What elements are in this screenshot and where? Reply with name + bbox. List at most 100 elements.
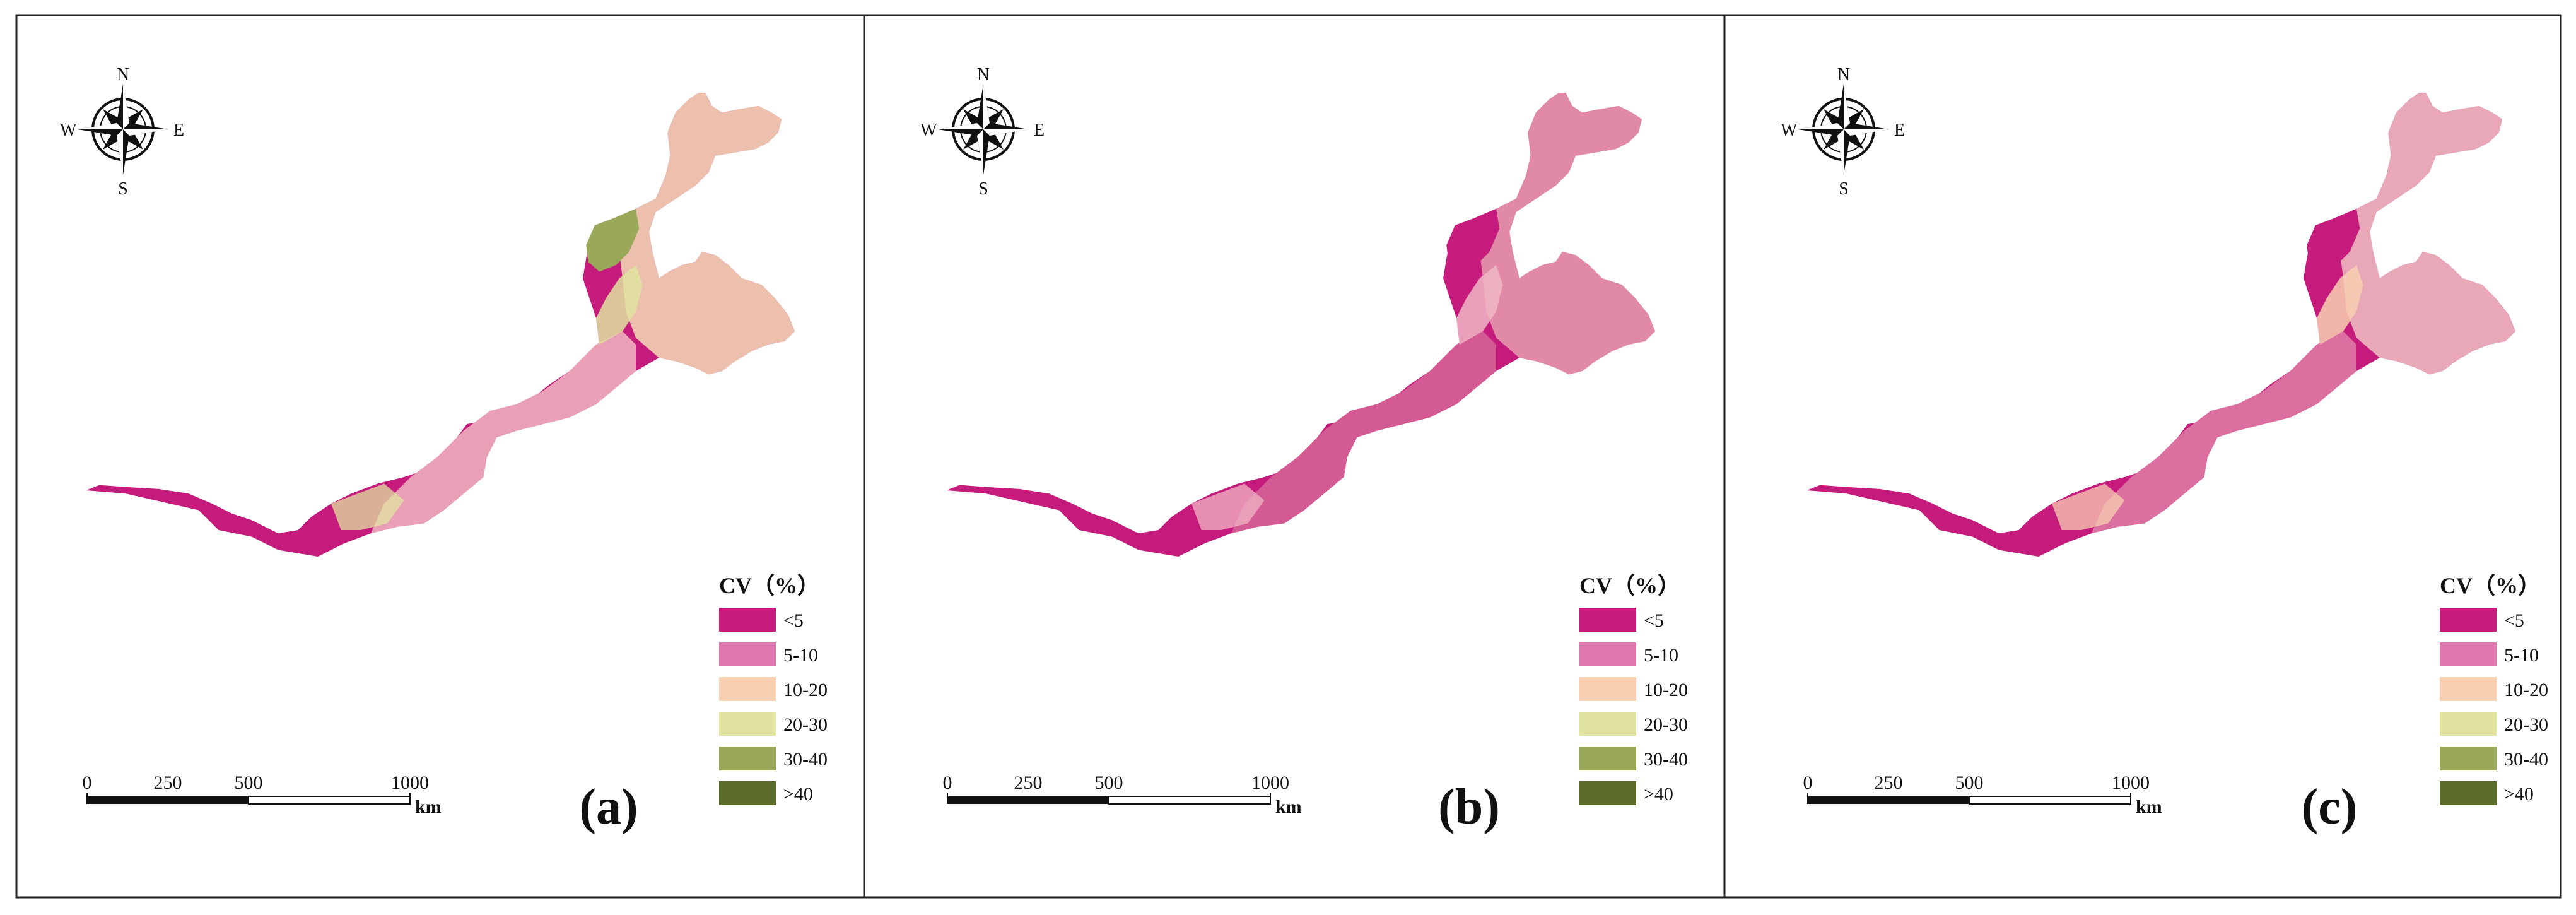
legend-item: 20-30	[719, 712, 828, 736]
compass-w: W	[1781, 121, 1798, 140]
compass-s: S	[978, 179, 988, 199]
legend-swatch	[719, 608, 776, 632]
legend-label: <5	[783, 610, 804, 631]
scale-segment-solid	[87, 796, 249, 804]
legend-item: 10-20	[719, 677, 828, 701]
region-south-band	[2052, 483, 2125, 530]
compass-star-highlight	[78, 123, 123, 129]
compass-n: N	[117, 65, 129, 85]
scale-bar: 0 250 500 1000 km	[83, 772, 442, 817]
legend-item: 5-10	[719, 642, 818, 666]
panel-label: (c)	[2302, 779, 2358, 835]
compass-star-highlight	[977, 129, 983, 175]
scale-unit: km	[2136, 796, 2162, 817]
region-map	[86, 93, 795, 557]
region-map	[1806, 93, 2515, 557]
region-northwest-patch	[586, 208, 640, 272]
compass-w: W	[60, 121, 77, 140]
region-transition-band	[1456, 264, 1503, 345]
map-panel-b: N S E W CV（%） <5 5-10 10-20 20-30	[920, 65, 1688, 835]
scale-unit: km	[415, 796, 442, 817]
north-arrow: N S E W	[1781, 65, 1905, 199]
compass-e: E	[1034, 121, 1045, 140]
region-northwest-patch	[1446, 208, 1500, 272]
compass-star-highlight	[1837, 129, 1844, 175]
legend-swatch	[2440, 781, 2497, 805]
compass-e: E	[1894, 121, 1905, 140]
region-transition-band	[595, 264, 643, 345]
panel-label: (b)	[1438, 779, 1500, 835]
legend-swatch	[2440, 608, 2497, 632]
legend-label: >40	[783, 784, 813, 805]
legend-swatch	[2440, 677, 2497, 701]
legend-swatch	[1579, 712, 1636, 736]
legend-swatch	[1579, 642, 1636, 666]
legend-item: <5	[719, 608, 804, 632]
legend-label: 20-30	[2504, 714, 2548, 735]
compass-star-highlight	[1798, 123, 1844, 129]
scale-tick-label: 250	[1014, 772, 1043, 793]
map-panel-c: N S E W CV（%） <5 5-10 10-20 20-30	[1781, 65, 2548, 835]
scale-segment-open	[1108, 796, 1271, 805]
legend-swatch	[1579, 747, 1636, 770]
region-middle-zone	[1231, 331, 1496, 534]
scale-segment-solid	[1808, 796, 1969, 804]
compass-n: N	[1837, 65, 1850, 85]
north-arrow: N S E W	[920, 65, 1045, 199]
legend-item: <5	[2440, 608, 2524, 632]
legend-swatch	[719, 781, 776, 805]
legend-label: >40	[2504, 784, 2534, 805]
legend-item: >40	[1579, 781, 1673, 805]
compass-star-highlight	[123, 129, 168, 136]
scale-segment-open	[1969, 796, 2131, 805]
scale-tick-label: 0	[83, 772, 92, 793]
compass-n: N	[977, 65, 990, 85]
region-south-band	[331, 483, 404, 530]
scale-segment-solid	[947, 796, 1109, 804]
legend-label: 10-20	[783, 680, 828, 700]
region-map	[946, 93, 1655, 557]
legend-swatch	[719, 642, 776, 666]
legend-label: >40	[1644, 784, 1673, 805]
scale-tick-label: 0	[943, 772, 952, 793]
legend-item: 5-10	[1579, 642, 1678, 666]
region-transition-band	[2317, 264, 2363, 345]
legend: CV（%） <5 5-10 10-20 20-30 30-40	[1579, 573, 1688, 805]
legend-swatch	[1579, 677, 1636, 701]
legend: CV（%） <5 5-10 10-20 20-30 30-40	[2440, 573, 2548, 805]
legend-label: 30-40	[1644, 749, 1688, 770]
legend-item: 10-20	[1579, 677, 1688, 701]
legend-label: 5-10	[2504, 645, 2539, 666]
legend-label: 30-40	[783, 749, 828, 770]
legend-item: <5	[1579, 608, 1664, 632]
compass-star-highlight	[983, 129, 1029, 136]
legend-swatch	[2440, 642, 2497, 666]
legend-item: >40	[719, 781, 813, 805]
scale-segment-open	[248, 796, 411, 805]
scale-bar: 0 250 500 1000 km	[943, 772, 1302, 817]
legend-label: <5	[1644, 610, 1664, 631]
scale-tick-label: 250	[154, 772, 182, 793]
region-east-zone	[619, 93, 795, 375]
legend-label: 20-30	[1644, 714, 1688, 735]
legend-label: 20-30	[783, 714, 828, 735]
compass-star-highlight	[123, 84, 129, 129]
legend-label: 5-10	[783, 645, 818, 666]
legend-label: 30-40	[2504, 749, 2548, 770]
legend-title: CV（%）	[2440, 573, 2541, 598]
legend-swatch	[719, 712, 776, 736]
region-east-zone	[1479, 93, 1655, 375]
scale-tick-label: 500	[1095, 772, 1123, 793]
compass-star-highlight	[1844, 84, 1850, 129]
figure-frame	[15, 14, 2562, 899]
legend-swatch	[2440, 712, 2497, 736]
legend-item: 30-40	[2440, 747, 2548, 770]
legend-swatch	[1579, 781, 1636, 805]
region-middle-zone	[371, 331, 636, 534]
region-south-band	[1191, 483, 1265, 530]
legend-item: 30-40	[1579, 747, 1688, 770]
legend-swatch	[719, 747, 776, 770]
compass-s: S	[118, 179, 128, 199]
compass-w: W	[920, 121, 937, 140]
